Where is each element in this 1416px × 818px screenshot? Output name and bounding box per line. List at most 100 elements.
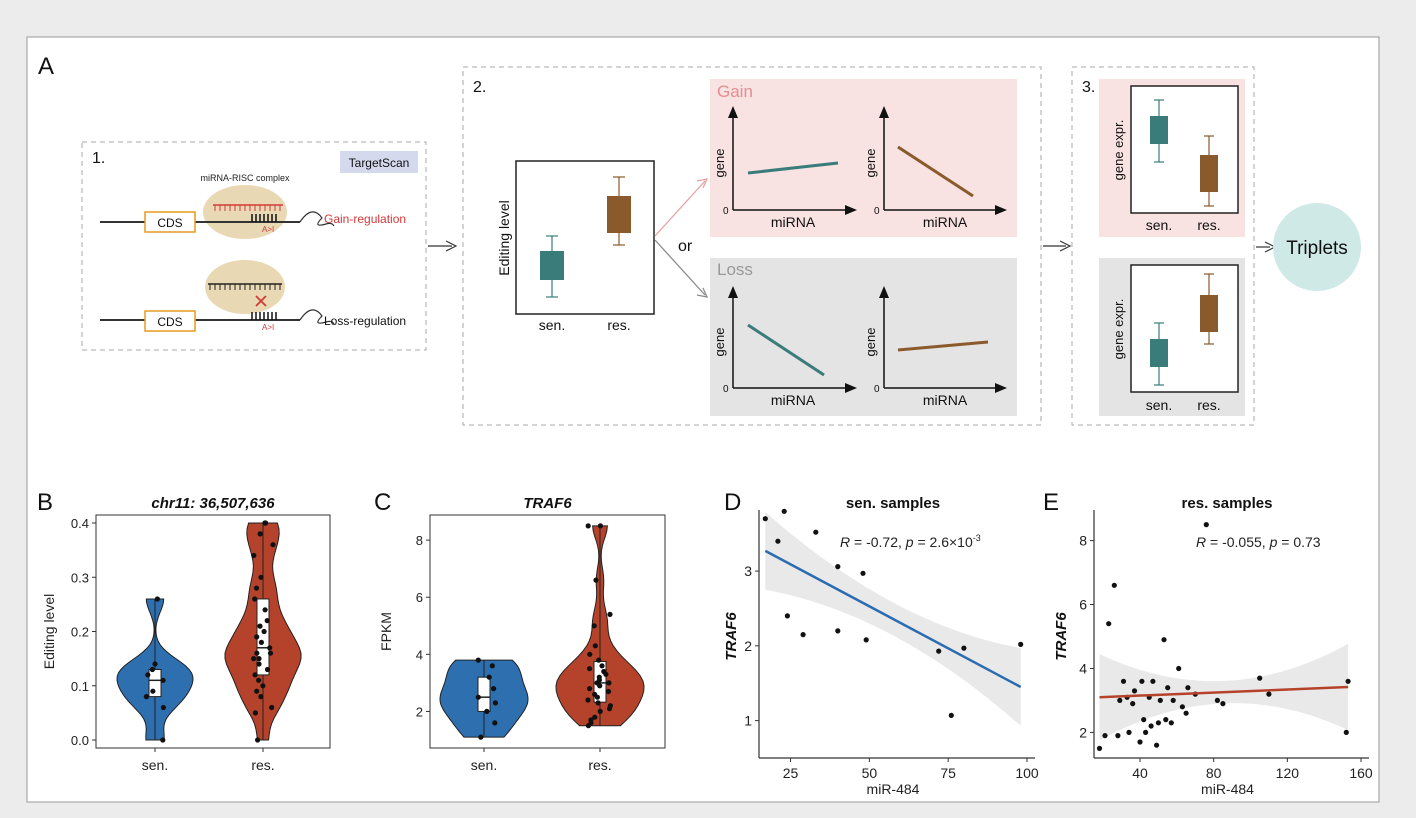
expr-plot-top-frame <box>1130 85 1239 214</box>
seed-pairs-gain <box>251 214 277 222</box>
chart-title: sen. samples <box>846 495 940 512</box>
targetscan-badge-bg <box>340 151 418 173</box>
loss-plot1-xaxis-head <box>845 383 857 393</box>
data-point <box>588 717 594 723</box>
data-point <box>1150 678 1156 684</box>
x-tick-label: 50 <box>862 765 878 781</box>
y-tick-label: 3 <box>744 563 752 579</box>
panel-a-box-3: 3. gene expr. sen. res. gene expr. sen. … <box>1071 66 1255 426</box>
y-tick-label: 6 <box>416 590 423 605</box>
x-axis-label: miR-484 <box>867 781 920 797</box>
expr-top-sen-box <box>1150 116 1168 144</box>
expr-bottom-x-res: res. <box>1197 397 1220 413</box>
data-point <box>264 618 270 624</box>
complex-label: miRNA-RISC complex <box>200 173 290 183</box>
x-tick-label: res. <box>251 757 274 773</box>
y-tick-label: 0.4 <box>71 516 89 531</box>
panel-a-box-2: 2. Editing level sen. res. or Gain 0 gen… <box>462 66 1042 426</box>
data-point <box>1141 717 1147 723</box>
y-tick-label: 4 <box>416 647 423 662</box>
arrow-to-loss <box>654 239 706 296</box>
loss-title: Loss <box>717 260 753 279</box>
data-point <box>1096 745 1103 752</box>
data-point <box>1126 729 1132 736</box>
expr-bottom-sen-box <box>1150 339 1168 367</box>
data-point <box>253 585 260 591</box>
data-point <box>489 663 495 669</box>
cds-label-loss: CDS <box>157 315 182 329</box>
chart-title: chr11: 36,507,636 <box>151 495 275 512</box>
editing-plot-x-res: res. <box>607 317 630 333</box>
data-point <box>475 657 481 663</box>
triplets-circle <box>1273 203 1361 291</box>
data-point <box>160 677 166 683</box>
data-point <box>596 674 602 680</box>
data-point <box>256 661 262 667</box>
box-2-border <box>462 66 1042 426</box>
expr-top-x-res: res. <box>1197 217 1220 233</box>
data-point <box>835 564 841 570</box>
data-point <box>267 645 273 651</box>
y-tick-label: 0.3 <box>71 570 89 585</box>
loss-plot1-line <box>747 323 825 377</box>
or-label: or <box>678 238 693 255</box>
y-tick-label: 2 <box>416 704 423 719</box>
loss-regulation-label: Loss-regulation <box>324 314 406 328</box>
data-point <box>251 656 257 662</box>
y-tick-label: 6 <box>1079 597 1087 613</box>
data-point <box>270 542 276 548</box>
x-mark-icon <box>255 295 267 307</box>
triplets-label: Triplets <box>1286 238 1348 259</box>
data-point <box>1161 637 1167 643</box>
x-tick-label: 25 <box>783 765 799 781</box>
expr-top-x-sen: sen. <box>1146 217 1172 233</box>
expr-plot-bottom-frame <box>1130 264 1239 393</box>
data-point <box>775 538 781 544</box>
data-point <box>491 686 497 692</box>
mirna-pairs-loss <box>209 284 281 290</box>
data-point <box>154 596 160 602</box>
data-point <box>264 666 271 673</box>
arrow-to-gain-head <box>696 178 709 189</box>
loss-plot1-xlabel: miRNA <box>771 392 816 408</box>
data-point <box>592 643 598 649</box>
gain-plot1-ylabel: gene <box>712 149 727 178</box>
data-point <box>1106 621 1112 627</box>
data-point <box>813 529 819 535</box>
mirna-pairs-gain <box>214 205 281 211</box>
data-point <box>262 520 268 526</box>
data-point <box>252 710 258 716</box>
data-point <box>593 577 599 583</box>
data-point <box>1111 582 1117 588</box>
data-point <box>948 712 954 719</box>
stats-annotation: R = -0.055, p = 0.73 <box>1196 534 1321 550</box>
cds-box-gain <box>144 211 196 233</box>
data-point <box>1154 742 1160 748</box>
expr-plot-top-ylabel: gene expr. <box>1111 120 1126 181</box>
panel-a-box-1: 1. TargetScan miRNA-RISC complex CDS A>I… <box>81 141 427 351</box>
res-box <box>607 196 631 233</box>
gain-plot1-xlabel: miRNA <box>771 214 816 230</box>
data-point <box>1179 704 1185 710</box>
data-point <box>484 708 490 715</box>
y-axis-label: Editing level <box>41 594 57 670</box>
data-point <box>475 694 481 700</box>
loss-plot2-yaxis-head <box>879 286 889 298</box>
data-point <box>254 688 260 694</box>
loss-plot2-xlabel: miRNA <box>923 392 968 408</box>
expr-plot-bottom-ylabel: gene expr. <box>1111 299 1126 360</box>
x-tick-label: 120 <box>1276 765 1300 781</box>
data-point <box>592 691 598 697</box>
expr-top-res-box <box>1200 155 1218 192</box>
data-point <box>1214 697 1220 704</box>
data-point <box>863 637 869 643</box>
panel-c: C TRAF6 2 4 6 8 FPKM sen. res. <box>374 489 666 773</box>
data-point <box>592 714 598 720</box>
x-tick-label: 160 <box>1349 765 1373 781</box>
data-point <box>1018 641 1024 648</box>
editing-plot-frame <box>515 160 655 315</box>
gain-plot2-ylabel: gene <box>863 149 878 178</box>
